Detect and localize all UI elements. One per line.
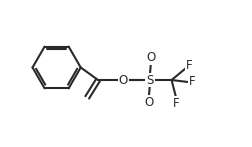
Text: F: F [185, 59, 192, 72]
Text: O: O [146, 51, 155, 64]
Text: F: F [172, 97, 178, 110]
Text: O: O [143, 96, 153, 109]
Text: S: S [146, 74, 153, 86]
Text: O: O [118, 74, 128, 86]
Text: F: F [188, 75, 195, 88]
